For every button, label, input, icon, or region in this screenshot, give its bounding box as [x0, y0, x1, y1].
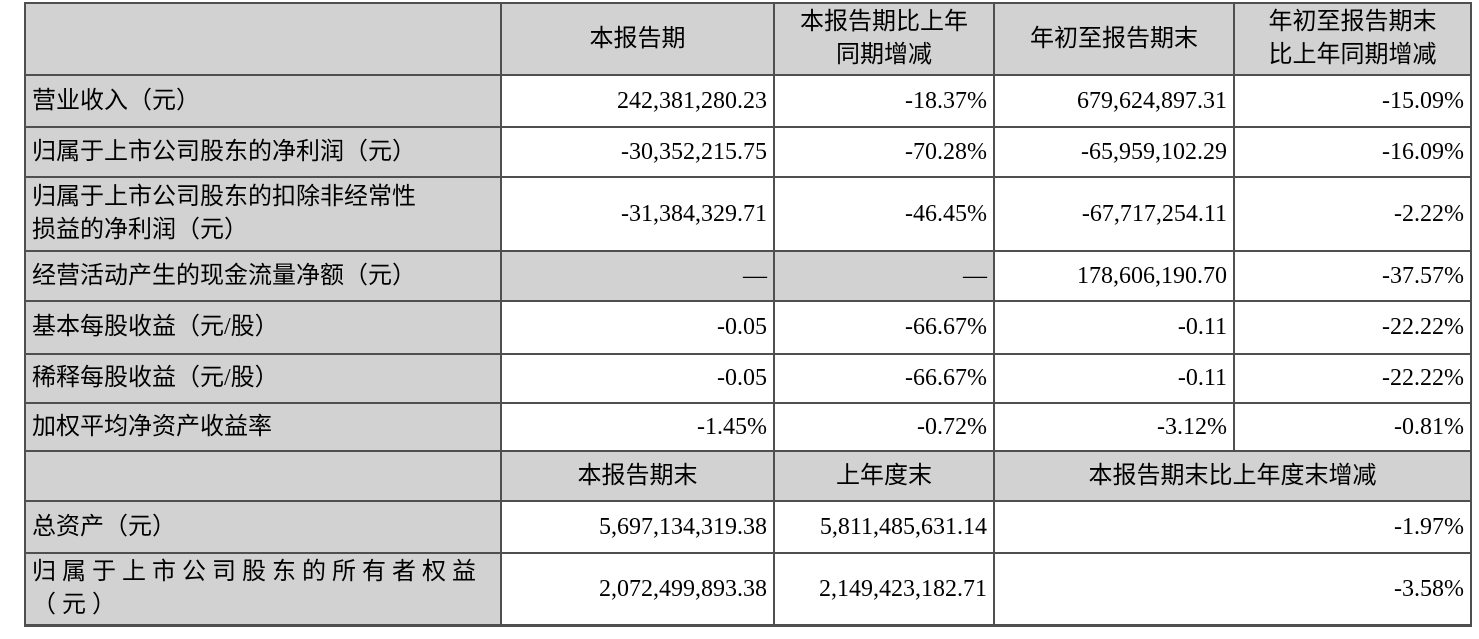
value-current: -1.45%	[500, 402, 775, 452]
value-yoy: -18.37%	[773, 74, 995, 128]
value-ytd: 178,606,190.70	[993, 250, 1235, 302]
value-ytd: -0.11	[993, 353, 1235, 404]
value-period-end: 5,697,134,319.38	[500, 500, 775, 554]
value-current-dash: —	[500, 250, 775, 302]
value-ytd-yoy: -22.22%	[1233, 300, 1472, 355]
row-operating-cash-flow: 经营活动产生的现金流量净额（元） — — 178,606,190.70 -37.…	[24, 250, 1472, 302]
header-current-period: 本报告期	[500, 2, 775, 76]
value-yoy: -66.67%	[773, 353, 995, 404]
value-yoy: -46.45%	[773, 176, 995, 252]
value-yoy-dash: —	[773, 250, 995, 302]
header-ytd: 年初至报告期末	[993, 2, 1235, 76]
header-empty-cell	[24, 2, 502, 76]
row-label: 加权平均净资产收益率	[24, 402, 502, 452]
subheader-period-end: 本报告期末	[500, 450, 775, 502]
row-label: 稀释每股收益（元/股）	[24, 353, 502, 404]
value-period-end: 2,072,499,893.38	[500, 552, 775, 627]
row-operating-revenue: 营业收入（元） 242,381,280.23 -18.37% 679,624,8…	[24, 74, 1472, 128]
row-diluted-eps: 稀释每股收益（元/股） -0.05 -66.67% -0.11 -22.22%	[24, 353, 1472, 404]
value-current: 242,381,280.23	[500, 74, 775, 128]
value-ytd-yoy: -15.09%	[1233, 74, 1472, 128]
value-ytd-yoy: -16.09%	[1233, 126, 1472, 178]
value-prev-year-end: 5,811,485,631.14	[773, 500, 995, 554]
value-current: -0.05	[500, 300, 775, 355]
value-ytd: -65,959,102.29	[993, 126, 1235, 178]
value-yoy: -0.72%	[773, 402, 995, 452]
row-basic-eps: 基本每股收益（元/股） -0.05 -66.67% -0.11 -22.22%	[24, 300, 1472, 355]
row-label: 经营活动产生的现金流量净额（元）	[24, 250, 502, 302]
value-change: -1.97%	[993, 500, 1472, 554]
financial-summary-table: 本报告期 本报告期比上年 同期增减 年初至报告期末 年初至报告期末 比上年同期增…	[24, 2, 1472, 627]
subheader-prev-year-end: 上年度末	[773, 450, 995, 502]
value-ytd-yoy: -0.81%	[1233, 402, 1472, 452]
value-ytd: -67,717,254.11	[993, 176, 1235, 252]
value-ytd-yoy: -22.22%	[1233, 353, 1472, 404]
subheader-period-end-change: 本报告期末比上年度末增减	[993, 450, 1472, 502]
value-current: -31,384,329.71	[500, 176, 775, 252]
header-row: 本报告期 本报告期比上年 同期增减 年初至报告期末 年初至报告期末 比上年同期增…	[24, 2, 1472, 76]
row-label: 归属于上市公司股东的净利润（元）	[24, 126, 502, 178]
value-current: -0.05	[500, 353, 775, 404]
value-ytd-yoy: -2.22%	[1233, 176, 1472, 252]
header-ytd-yoy: 年初至报告期末 比上年同期增减	[1233, 2, 1472, 76]
value-ytd: -3.12%	[993, 402, 1235, 452]
value-ytd: 679,624,897.31	[993, 74, 1235, 128]
row-label: 营业收入（元）	[24, 74, 502, 128]
row-label: 归属于上市公司股东的所有者权益 （元）	[24, 552, 502, 627]
row-label: 总资产（元）	[24, 500, 502, 554]
value-yoy: -70.28%	[773, 126, 995, 178]
row-label: 归属于上市公司股东的扣除非经常性 损益的净利润（元）	[24, 176, 502, 252]
row-net-profit-excl-nonrecurring: 归属于上市公司股东的扣除非经常性 损益的净利润（元） -31,384,329.7…	[24, 176, 1472, 252]
header-current-period-yoy: 本报告期比上年 同期增减	[773, 2, 995, 76]
row-equity-attributable-to-shareholders: 归属于上市公司股东的所有者权益 （元） 2,072,499,893.38 2,1…	[24, 552, 1472, 627]
subheader-empty-cell	[24, 450, 502, 502]
value-prev-year-end: 2,149,423,182.71	[773, 552, 995, 627]
row-total-assets: 总资产（元） 5,697,134,319.38 5,811,485,631.14…	[24, 500, 1472, 554]
value-ytd: -0.11	[993, 300, 1235, 355]
row-label: 基本每股收益（元/股）	[24, 300, 502, 355]
value-yoy: -66.67%	[773, 300, 995, 355]
value-ytd-yoy: -37.57%	[1233, 250, 1472, 302]
row-weighted-avg-roe: 加权平均净资产收益率 -1.45% -0.72% -3.12% -0.81%	[24, 402, 1472, 452]
subheader-row: 本报告期末 上年度末 本报告期末比上年度末增减	[24, 450, 1472, 502]
value-change: -3.58%	[993, 552, 1472, 627]
row-net-profit: 归属于上市公司股东的净利润（元） -30,352,215.75 -70.28% …	[24, 126, 1472, 178]
value-current: -30,352,215.75	[500, 126, 775, 178]
